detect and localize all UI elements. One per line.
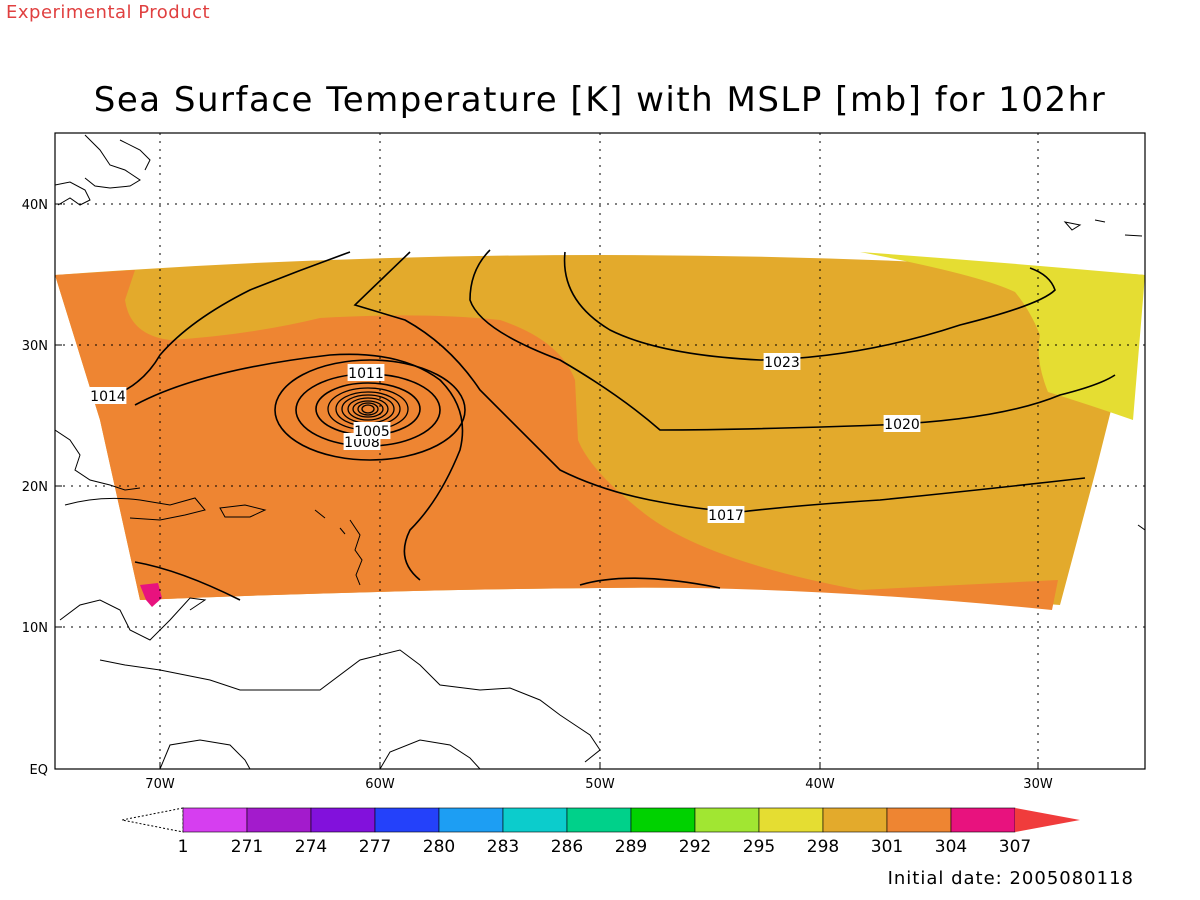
contour-label-bg <box>89 387 127 404</box>
colorbar-over-arrow <box>1015 808 1080 832</box>
contour-label: 1005 <box>354 424 390 440</box>
lon-tick-label: 30W <box>1023 777 1053 792</box>
colorbar-label: 283 <box>487 837 519 857</box>
colorbar-label: 298 <box>807 837 839 857</box>
contour-label-bg <box>763 353 801 370</box>
contour-label: 1011 <box>348 366 384 382</box>
colorbar-label: 292 <box>679 837 711 857</box>
coastlines <box>55 134 1145 769</box>
colorbar-swatch <box>566 807 632 833</box>
contour-label-bg <box>707 506 745 523</box>
contour-label: 1023 <box>764 355 800 371</box>
lat-tick-label: 30N <box>22 339 48 354</box>
colorbar-swatch <box>438 807 504 833</box>
contour-label-bg <box>883 415 921 432</box>
colorbar-label: 304 <box>935 837 967 857</box>
colorbar-label: 295 <box>743 837 775 857</box>
lon-tick-label: 70W <box>145 777 175 792</box>
colorbar-label: 277 <box>359 837 391 857</box>
colorbar-label: 274 <box>295 837 327 857</box>
contour-label: 1014 <box>90 389 126 405</box>
lat-tick-label: 40N <box>22 198 48 213</box>
colorbar-swatch <box>182 807 248 833</box>
contour-label: 1017 <box>708 508 744 524</box>
lat-tick-label: 20N <box>22 480 48 495</box>
initial-date: Initial date: 2005080118 <box>887 868 1134 889</box>
contour-label-bg <box>347 364 385 381</box>
page-title: Sea Surface Temperature [K] with MSLP [m… <box>93 80 1107 120</box>
sst-band-298 <box>860 252 1145 420</box>
colorbar-swatch <box>310 807 376 833</box>
colorbar-label: 1 <box>178 837 189 857</box>
colorbar-under-arrow <box>121 807 184 833</box>
sst-band-307 <box>140 583 162 607</box>
colorbar-label: 301 <box>871 837 903 857</box>
colorbar-swatch <box>694 807 760 833</box>
colorbar-swatch <box>822 807 888 833</box>
lon-tick-label: 50W <box>585 777 615 792</box>
contour-label: 1020 <box>884 417 920 433</box>
colorbar-label: 271 <box>231 837 263 857</box>
colorbar-swatch <box>246 807 312 833</box>
lat-tick-labels: 40N 30N 20N 10N EQ <box>22 198 62 778</box>
product-label: Experimental Product <box>6 2 211 23</box>
colorbar-swatch <box>950 807 1016 833</box>
contour-label-bg <box>353 422 391 439</box>
colorbar-swatch <box>758 807 824 833</box>
lat-tick-label: EQ <box>30 763 48 778</box>
lon-tick-label: 60W <box>365 777 395 792</box>
colorbar-label: 280 <box>423 837 455 857</box>
sst-band-304 <box>55 270 1058 610</box>
colorbar-label: 286 <box>551 837 583 857</box>
lon-tick-labels: 70W 60W 50W 40W 30W <box>145 762 1053 792</box>
lon-tick-label: 40W <box>805 777 835 792</box>
colorbar-swatch <box>502 807 568 833</box>
colorbar-label: 307 <box>999 837 1031 857</box>
colorbar-swatch <box>886 807 952 833</box>
lat-tick-label: 10N <box>22 621 48 636</box>
colorbar-swatch <box>374 807 440 833</box>
colorbar-swatch <box>630 807 696 833</box>
colorbar-label: 289 <box>615 837 647 857</box>
colorbar: 1 271 274 277 280 283 286 289 292 295 298 301 304 307 <box>121 807 1080 857</box>
